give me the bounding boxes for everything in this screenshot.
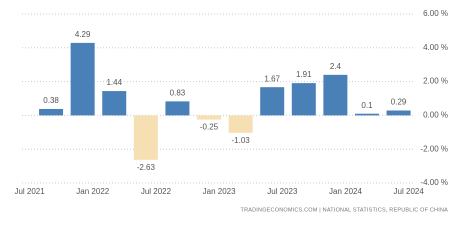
y-tick-label: 2.00 % [423, 77, 448, 86]
data-label: 4.29 [75, 30, 91, 39]
data-label: 1.67 [264, 74, 280, 83]
bar [39, 108, 64, 116]
x-tick-label: Jul 2024 [394, 187, 425, 196]
data-label: 0.83 [170, 88, 186, 97]
y-tick-label: -2.00 % [420, 144, 448, 153]
y-tick-label: 6.00 % [423, 9, 448, 18]
bar [260, 87, 285, 116]
bar [102, 91, 127, 116]
bar [291, 83, 316, 116]
x-tick-label: Jan 2022 [76, 187, 109, 196]
y-tick-label: -4.00 % [420, 178, 448, 187]
bar [133, 115, 158, 160]
data-label: 1.91 [296, 70, 312, 79]
x-tick-label: Jul 2021 [14, 187, 45, 196]
chart: TRADINGECONOMICS.COM | NATIONAL STATISTI… [14, 9, 449, 213]
y-tick-label: 0.00 % [423, 111, 448, 120]
bar [165, 101, 190, 116]
data-label: 0.1 [361, 101, 373, 110]
x-tick-label: Jan 2023 [203, 187, 236, 196]
data-label: 0.29 [391, 98, 407, 107]
x-tick-label: Jan 2024 [329, 187, 362, 196]
data-label: -2.63 [137, 163, 156, 172]
data-label: -0.25 [200, 123, 219, 132]
y-tick-label: 4.00 % [423, 43, 448, 52]
bar [354, 113, 379, 116]
source-note: TRADINGECONOMICS.COM | NATIONAL STATISTI… [241, 207, 449, 213]
bar [197, 115, 222, 120]
bar [323, 74, 348, 116]
data-label: 0.38 [43, 96, 59, 105]
data-label: 1.44 [106, 78, 122, 87]
bar [386, 110, 411, 116]
x-tick-label: Jul 2022 [141, 187, 172, 196]
bar [228, 115, 253, 133]
bar [70, 42, 95, 116]
x-tick-label: Jul 2023 [267, 187, 298, 196]
data-label: 2.4 [330, 62, 342, 71]
data-label: -1.03 [231, 136, 250, 145]
